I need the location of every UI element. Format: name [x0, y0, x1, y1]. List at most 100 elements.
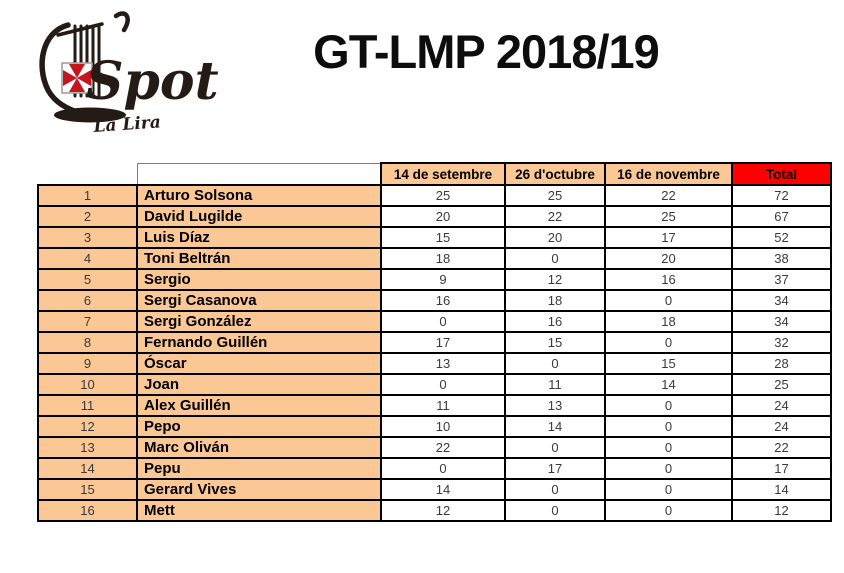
table-row: 4 Toni Beltrán 18 0 20 38 [37, 247, 832, 270]
score-cell: 0 [604, 394, 733, 417]
score-cell: 0 [504, 478, 606, 501]
total-cell: 25 [731, 373, 832, 396]
total-cell: 24 [731, 415, 832, 438]
total-cell: 34 [731, 310, 832, 333]
rank-cell: 3 [37, 226, 138, 249]
table-row: 16 Mett 12 0 0 12 [37, 499, 832, 522]
rank-cell: 9 [37, 352, 138, 375]
score-cell: 12 [504, 268, 606, 291]
table-row: 8 Fernando Guillén 17 15 0 32 [37, 331, 832, 354]
score-cell: 0 [604, 457, 733, 480]
score-cell: 0 [380, 310, 506, 333]
table-row: 1 Arturo Solsona 25 25 22 72 [37, 184, 832, 207]
score-cell: 25 [504, 184, 606, 207]
player-name-cell: Luis Díaz [136, 226, 382, 249]
total-cell: 17 [731, 457, 832, 480]
rank-cell: 4 [37, 247, 138, 270]
score-cell: 15 [380, 226, 506, 249]
lyre-base [54, 107, 126, 123]
header-total: Total [731, 162, 832, 186]
table-row: 10 Joan 0 11 14 25 [37, 373, 832, 396]
score-cell: 17 [604, 226, 733, 249]
player-name-cell: Sergi Casanova [136, 289, 382, 312]
table-row: 6 Sergi Casanova 16 18 0 34 [37, 289, 832, 312]
rank-cell: 13 [37, 436, 138, 459]
total-cell: 28 [731, 352, 832, 375]
table-row: 2 David Lugilde 20 22 25 67 [37, 205, 832, 228]
name-column-header [136, 162, 382, 186]
rank-cell: 14 [37, 457, 138, 480]
total-cell: 72 [731, 184, 832, 207]
score-cell: 22 [504, 205, 606, 228]
score-cell: 12 [380, 499, 506, 522]
logo-subtitle-text: La Lira [92, 112, 162, 137]
score-cell: 15 [604, 352, 733, 375]
rank-cell: 1 [37, 184, 138, 207]
score-cell: 11 [504, 373, 606, 396]
player-name-cell: Sergi González [136, 310, 382, 333]
score-cell: 0 [604, 331, 733, 354]
la-lira-spot-logo: Spot La Lira [39, 11, 219, 137]
rank-cell: 8 [37, 331, 138, 354]
page-title: GT-LMP 2018/19 [313, 25, 660, 78]
score-cell: 20 [604, 247, 733, 270]
total-cell: 12 [731, 499, 832, 522]
total-cell: 14 [731, 478, 832, 501]
table-body: 1 Arturo Solsona 25 25 22 72 2 David Lug… [37, 184, 832, 522]
score-cell: 20 [504, 226, 606, 249]
total-cell: 52 [731, 226, 832, 249]
player-name-cell: Marc Oliván [136, 436, 382, 459]
player-name-cell: Mett [136, 499, 382, 522]
player-name-cell: Gerard Vives [136, 478, 382, 501]
score-cell: 14 [380, 478, 506, 501]
rank-cell: 5 [37, 268, 138, 291]
score-cell: 17 [504, 457, 606, 480]
player-name-cell: Pepo [136, 415, 382, 438]
score-cell: 11 [380, 394, 506, 417]
rank-cell: 15 [37, 478, 138, 501]
total-cell: 22 [731, 436, 832, 459]
score-cell: 10 [380, 415, 506, 438]
rank-cell: 6 [37, 289, 138, 312]
red-cross-emblem-icon [61, 62, 93, 94]
score-cell: 15 [504, 331, 606, 354]
score-cell: 18 [604, 310, 733, 333]
score-cell: 0 [604, 415, 733, 438]
header-row: 14 de setembre 26 d'octubre 16 de novemb… [38, 162, 832, 186]
score-cell: 16 [604, 268, 733, 291]
player-name-cell: Alex Guillén [136, 394, 382, 417]
score-cell: 0 [604, 289, 733, 312]
score-cell: 0 [380, 373, 506, 396]
score-cell: 18 [504, 289, 606, 312]
score-cell: 22 [604, 184, 733, 207]
player-name-cell: Toni Beltrán [136, 247, 382, 270]
score-cell: 17 [380, 331, 506, 354]
total-cell: 38 [731, 247, 832, 270]
total-cell: 24 [731, 394, 832, 417]
rank-cell: 10 [37, 373, 138, 396]
player-name-cell: Pepu [136, 457, 382, 480]
standings-table: 14 de setembre 26 d'octubre 16 de novemb… [37, 162, 832, 522]
table-row: 5 Sergio 9 12 16 37 [37, 268, 832, 291]
score-cell: 16 [504, 310, 606, 333]
score-cell: 0 [604, 478, 733, 501]
score-cell: 0 [504, 352, 606, 375]
table-header: 14 de setembre 26 d'octubre 16 de novemb… [38, 162, 832, 186]
score-cell: 16 [380, 289, 506, 312]
table-row: 12 Pepo 10 14 0 24 [37, 415, 832, 438]
total-cell: 32 [731, 331, 832, 354]
table-row: 11 Alex Guillén 11 13 0 24 [37, 394, 832, 417]
score-cell: 14 [504, 415, 606, 438]
rank-cell: 2 [37, 205, 138, 228]
score-cell: 18 [380, 247, 506, 270]
player-name-cell: Óscar [136, 352, 382, 375]
corner-cell [38, 163, 137, 185]
total-cell: 37 [731, 268, 832, 291]
score-cell: 22 [380, 436, 506, 459]
rank-cell: 16 [37, 499, 138, 522]
header-16-novembre: 16 de novembre [604, 162, 733, 186]
rank-cell: 12 [37, 415, 138, 438]
score-cell: 0 [380, 457, 506, 480]
header-26-octubre: 26 d'octubre [504, 162, 606, 186]
